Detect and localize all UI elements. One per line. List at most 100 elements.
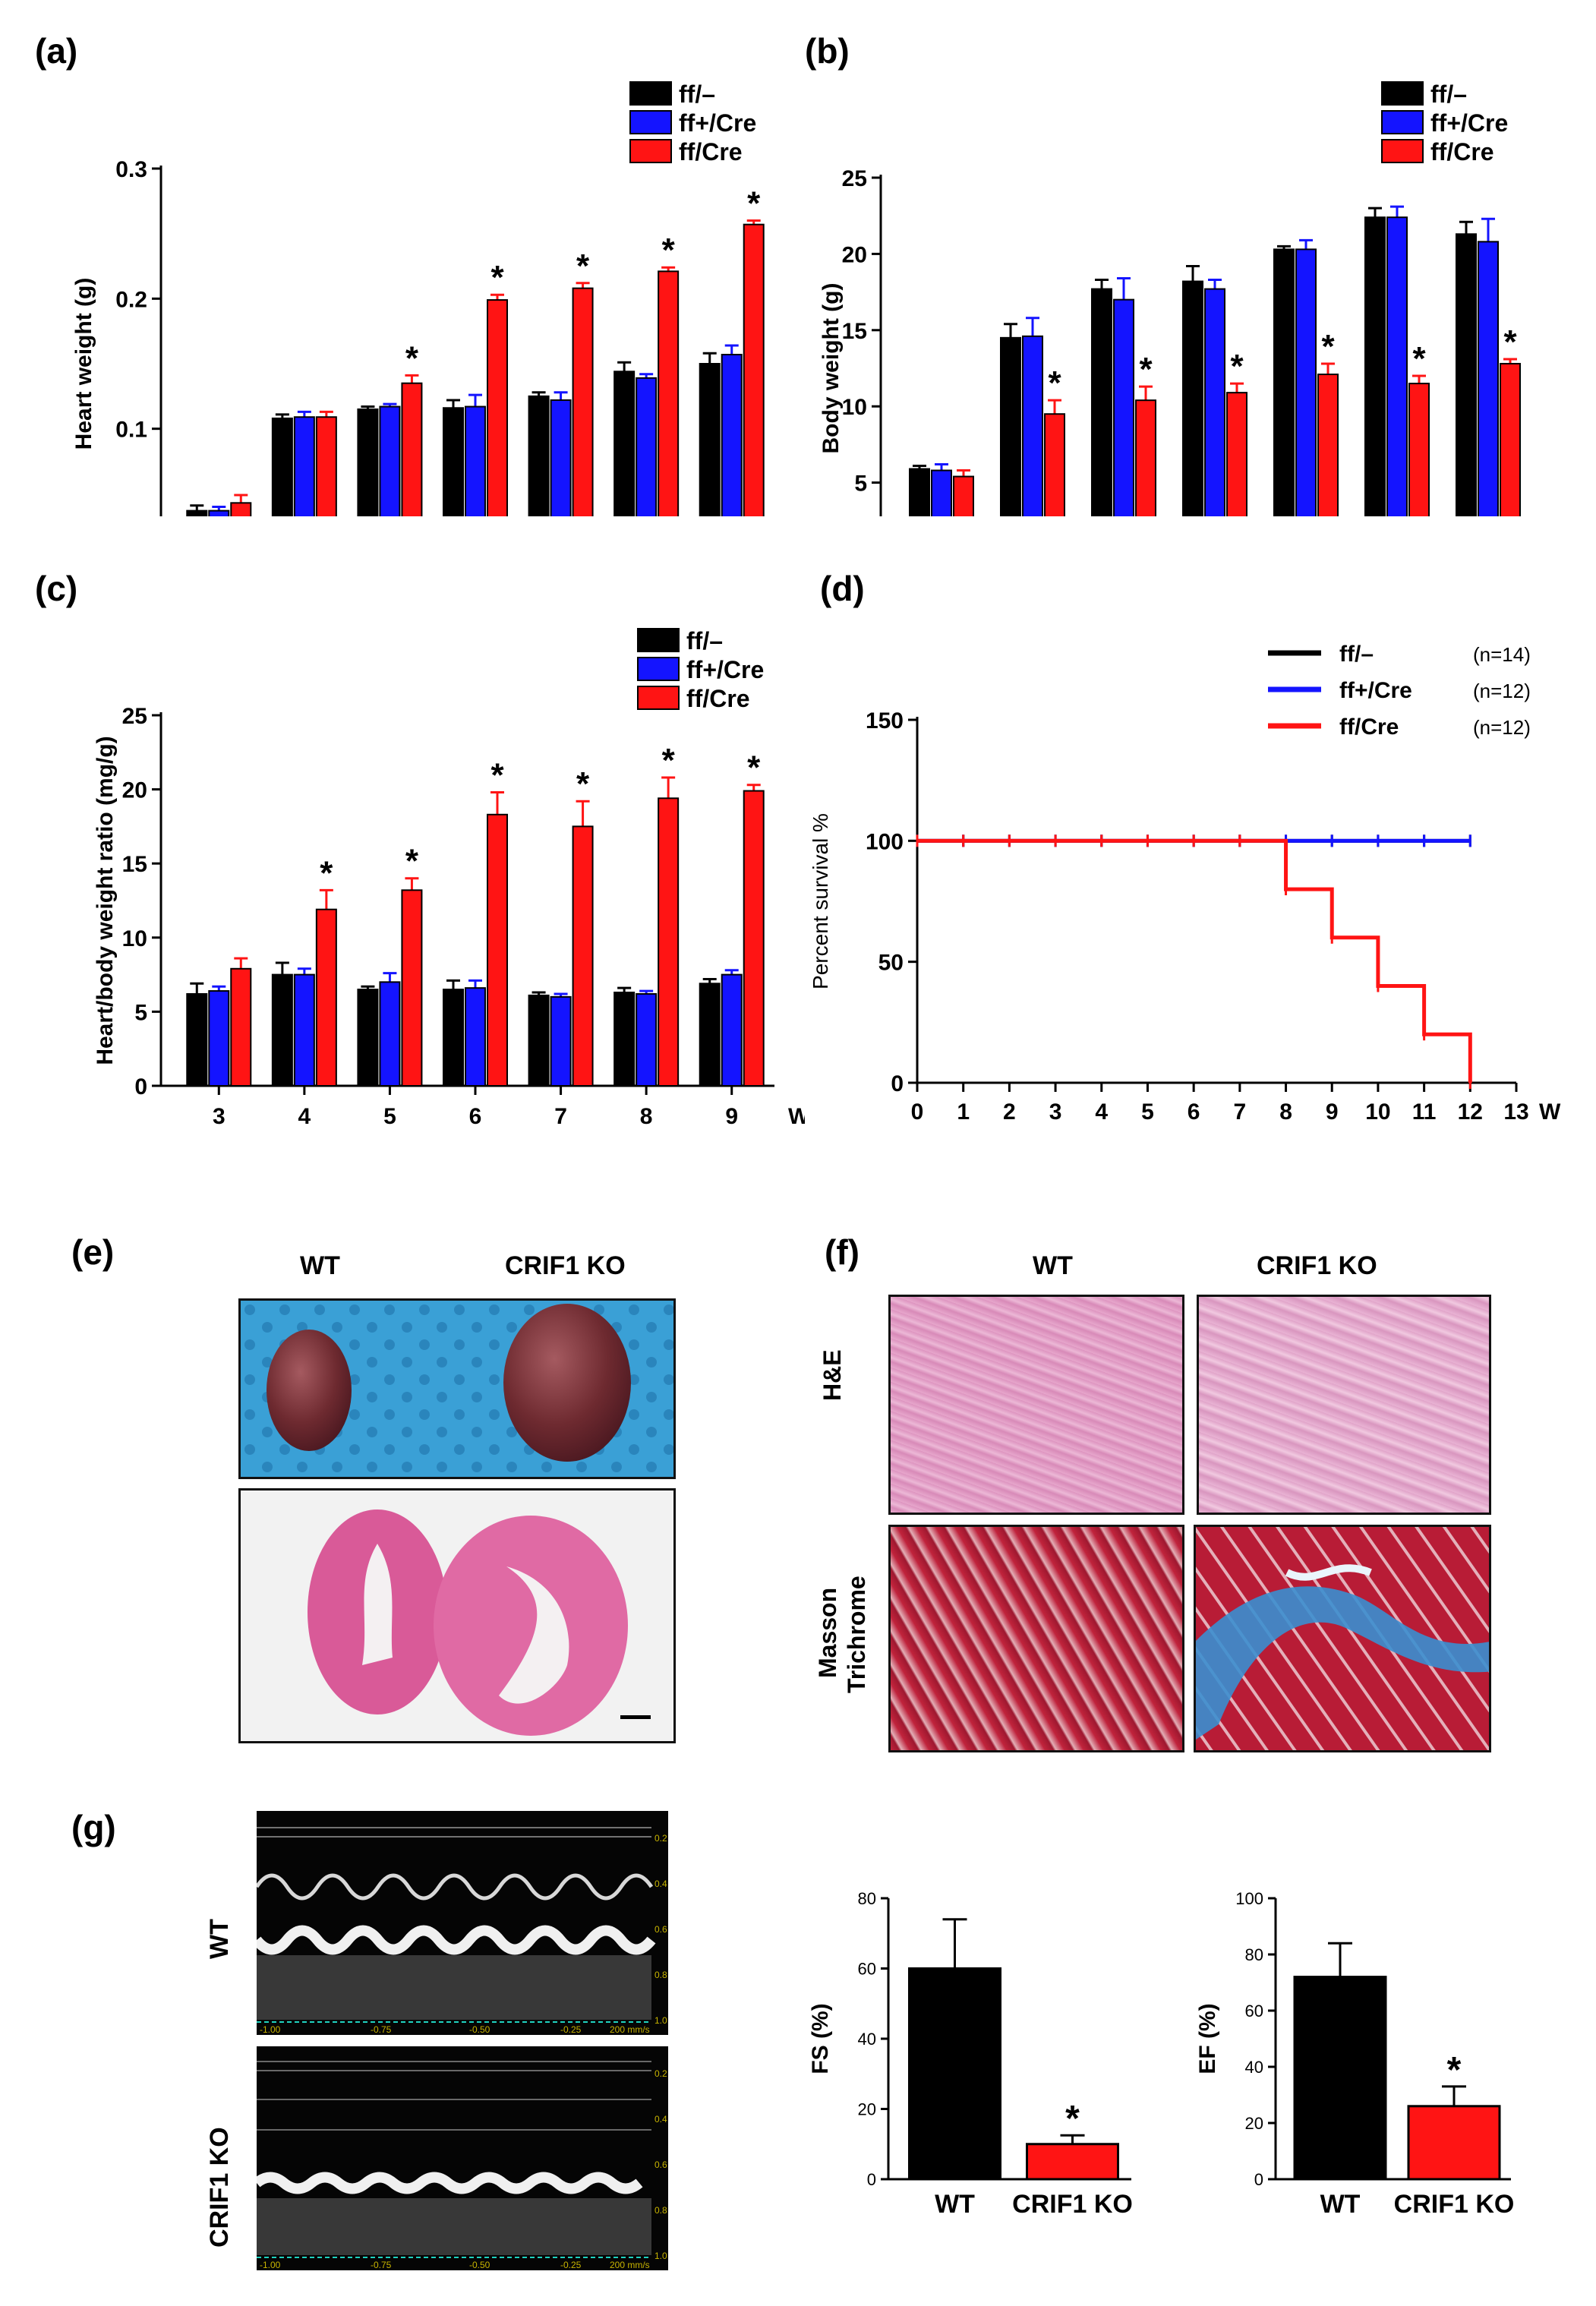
y-tick-label: 80 — [858, 1889, 876, 1908]
time-tick-label: -0.25 — [560, 2260, 582, 2270]
legend-swatch — [1381, 110, 1424, 134]
x-tick-label: 4 — [1095, 1099, 1108, 1125]
significance-asterisk: * — [1503, 323, 1517, 361]
ko-heart — [503, 1304, 631, 1462]
bar — [1317, 374, 1339, 516]
bar — [699, 983, 721, 1087]
y-tick-label: 10 — [122, 926, 147, 951]
row-label-trichrome: Trichrome — [843, 1576, 870, 1693]
scale-right-label: 0.6 — [654, 2159, 667, 2170]
bar — [1026, 2143, 1119, 2181]
y-tick-label: 150 — [866, 708, 904, 733]
y-tick-label: 0 — [867, 2170, 876, 2189]
bar — [721, 354, 743, 516]
y-axis-label: FS (%) — [808, 2003, 833, 2074]
significance-asterisk: * — [405, 339, 419, 377]
legend-label: ff+/Cre — [686, 656, 764, 683]
significance-asterisk: * — [747, 185, 761, 222]
significance-asterisk: * — [1321, 328, 1335, 365]
scale-bar — [620, 1715, 651, 1719]
x-tick-label: 8 — [1279, 1099, 1292, 1125]
bar — [1091, 288, 1112, 516]
scale-right-label: 0.2 — [654, 2068, 667, 2079]
bar — [1022, 335, 1043, 516]
legend-label: ff/– — [1339, 642, 1374, 667]
y-tick-label: 5 — [134, 1000, 147, 1025]
x-tick-label: 13 — [1503, 1099, 1528, 1125]
bar — [613, 371, 636, 516]
legend-label: ff/– — [1430, 80, 1467, 108]
bar — [550, 399, 572, 516]
y-axis-label: EF (%) — [1195, 2003, 1220, 2074]
y-axis-label: Heart weight (g) — [71, 278, 96, 450]
x-tick-label: 12 — [1458, 1099, 1483, 1125]
he-wt-image — [888, 1295, 1184, 1515]
bar — [1135, 399, 1156, 516]
bar — [1500, 362, 1521, 516]
bar — [1478, 241, 1499, 516]
x-tick-label: 5 — [1141, 1099, 1154, 1125]
legend-label: ff+/Cre — [679, 109, 756, 137]
legend-n: (n=14) — [1473, 643, 1531, 666]
legend-n: (n=12) — [1473, 716, 1531, 739]
echo-wt-image: 0.2 0.4 0.6 0.8 1.0 -1.00 -0.75 -0.50 -0… — [257, 1811, 668, 2035]
y-tick-label: 20 — [1245, 2114, 1263, 2133]
ko-section — [434, 1516, 628, 1736]
scale-right-label: 0.6 — [654, 1924, 667, 1935]
bar — [721, 973, 743, 1087]
panel-label-a: (a) — [35, 31, 78, 71]
echo-ko-label: CRIF1 KO — [205, 2127, 234, 2248]
x-tick-label: 3 — [1049, 1099, 1062, 1125]
scale-right-label: 0.8 — [654, 1970, 667, 1980]
legend-label: ff/Cre — [686, 685, 750, 712]
time-tick-label: -0.75 — [371, 2024, 392, 2035]
legend-label: ff/– — [686, 627, 723, 655]
significance-asterisk: * — [1139, 351, 1153, 388]
y-tick-label: 0.1 — [115, 418, 147, 443]
bar — [528, 994, 550, 1087]
bar — [1204, 288, 1225, 516]
bar — [1386, 216, 1408, 516]
bar — [271, 973, 293, 1087]
bar — [1293, 1976, 1387, 2181]
significance-asterisk: * — [490, 259, 504, 296]
legend-swatch — [637, 657, 680, 681]
echo-ko-image: 0.2 0.4 0.6 0.8 1.0 -1.00 -0.75 -0.50 -0… — [257, 2046, 668, 2270]
legend-label: ff+/Cre — [1339, 678, 1412, 703]
wt-heart — [267, 1330, 352, 1451]
bar — [379, 405, 401, 516]
bar — [1407, 2105, 1501, 2181]
bar — [636, 992, 658, 1087]
y-tick-label: 0 — [1254, 2170, 1263, 2189]
fs-chart: 0 20 40 60 80 WT CRIF1 KO * FS (%) — [808, 1889, 1133, 2219]
bar — [401, 382, 423, 516]
echo-wt-label: WT — [205, 1919, 234, 1959]
significance-asterisk: * — [405, 843, 419, 880]
significance-asterisk: * — [1065, 2099, 1080, 2139]
panel-label-b: (b) — [805, 31, 850, 71]
bar — [315, 416, 337, 516]
bar — [293, 416, 315, 516]
bar — [465, 405, 486, 516]
time-tick-label: -0.50 — [469, 2260, 490, 2270]
scale-right-label: 0.4 — [654, 2114, 667, 2125]
y-tick-label: 15 — [842, 319, 867, 344]
bar — [658, 797, 680, 1087]
bar — [443, 989, 464, 1087]
bar — [293, 973, 315, 1087]
bar — [908, 1967, 1001, 2181]
bar — [1408, 383, 1430, 516]
bar — [357, 989, 379, 1087]
x-tick-label: CRIF1 KO — [1394, 2190, 1515, 2219]
panel-label-c: (c) — [35, 569, 78, 608]
panel-label-f: (f) — [825, 1232, 860, 1272]
bar — [208, 509, 230, 516]
y-tick-label: 0.3 — [115, 157, 147, 182]
y-tick-label: 0 — [134, 1074, 147, 1099]
x-tick-label: 5 — [383, 1104, 396, 1129]
bar — [572, 825, 594, 1087]
bar — [208, 990, 230, 1087]
bar — [743, 790, 765, 1087]
x-tick-label: 0 — [911, 1099, 924, 1125]
